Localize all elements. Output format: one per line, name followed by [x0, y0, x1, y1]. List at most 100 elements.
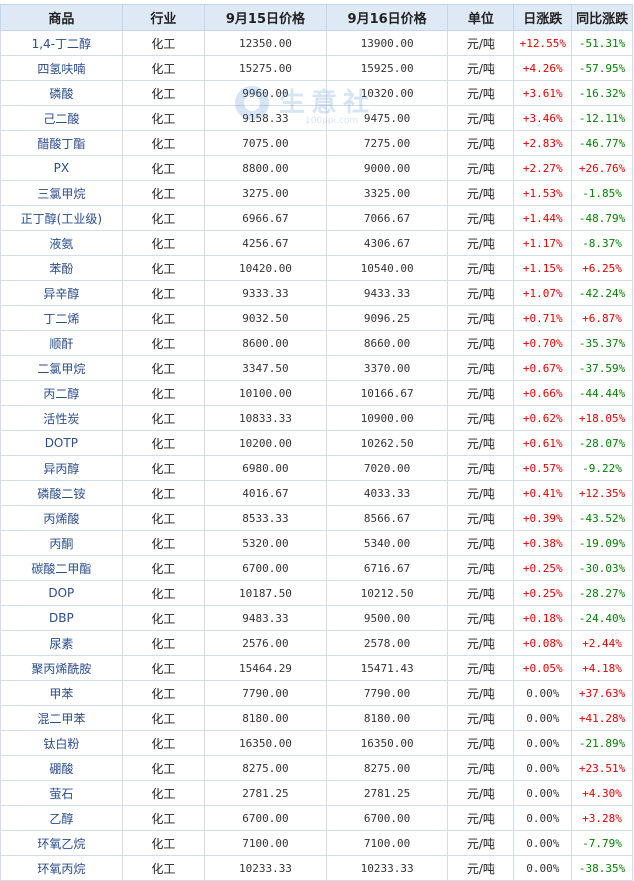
table-row: 钛白粉 化工 16350.00 16350.00 元/吨 0.00% -21.89%: [0, 730, 633, 756]
cell-product-name[interactable]: 丁二烯: [0, 305, 123, 331]
header-industry: 行业: [121, 4, 206, 31]
table-row: 磷酸二铵 化工 4016.67 4033.33 元/吨 +0.41% +12.35%: [0, 480, 633, 506]
cell-product-name[interactable]: 醋酸丁酯: [0, 130, 123, 156]
cell-price-sep15: 8533.33: [204, 505, 327, 531]
cell-product-name[interactable]: 异丙醇: [0, 455, 123, 481]
cell-product-name[interactable]: 环氧丙烷: [0, 855, 123, 881]
cell-price-sep15: 10100.00: [204, 380, 327, 406]
cell-price-sep16: 10233.33: [325, 855, 449, 881]
cell-unit: 元/吨: [447, 380, 515, 406]
cell-price-sep16: 10320.00: [325, 80, 449, 106]
cell-product-name[interactable]: 钛白粉: [0, 730, 123, 756]
cell-price-sep15: 7075.00: [204, 130, 327, 156]
cell-product-name[interactable]: 顺酐: [0, 330, 123, 356]
cell-price-sep15: 10233.33: [204, 855, 327, 881]
cell-daily-change: +0.61%: [513, 430, 573, 456]
cell-unit: 元/吨: [447, 230, 515, 256]
cell-price-sep16: 7790.00: [325, 680, 449, 706]
cell-product-name[interactable]: 苯酚: [0, 255, 123, 281]
cell-price-sep15: 9158.33: [204, 105, 327, 131]
table-row: 丙酮 化工 5320.00 5340.00 元/吨 +0.38% -19.09%: [0, 530, 633, 556]
cell-product-name[interactable]: 乙醇: [0, 805, 123, 831]
cell-price-sep15: 6700.00: [204, 555, 327, 581]
cell-product-name[interactable]: 正丁醇(工业级): [0, 205, 123, 231]
header-unit: 单位: [447, 4, 515, 31]
cell-price-sep15: 6700.00: [204, 805, 327, 831]
cell-product-name[interactable]: 甲苯: [0, 680, 123, 706]
cell-unit: 元/吨: [447, 755, 515, 781]
cell-daily-change: +0.41%: [513, 480, 573, 506]
cell-yoy-change: -9.22%: [571, 455, 633, 481]
cell-yoy-change: -19.09%: [571, 530, 633, 556]
cell-product-name[interactable]: 液氨: [0, 230, 123, 256]
table-row: 顺酐 化工 8600.00 8660.00 元/吨 +0.70% -35.37%: [0, 330, 633, 356]
cell-product-name[interactable]: 磷酸: [0, 80, 123, 106]
cell-price-sep15: 9333.33: [204, 280, 327, 306]
cell-product-name[interactable]: 异辛醇: [0, 280, 123, 306]
cell-yoy-change: -12.11%: [571, 105, 633, 131]
cell-product-name[interactable]: 活性炭: [0, 405, 123, 431]
price-table: 商品 行业 9月15日价格 9月16日价格 单位 日涨跌 同比涨跌 1,4-丁二…: [0, 4, 633, 881]
table-row: 甲苯 化工 7790.00 7790.00 元/吨 0.00% +37.63%: [0, 680, 633, 706]
cell-product-name[interactable]: DBP: [0, 605, 123, 631]
cell-industry: 化工: [121, 730, 206, 756]
cell-price-sep15: 2781.25: [204, 780, 327, 806]
cell-product-name[interactable]: 尿素: [0, 630, 123, 656]
table-row: 乙醇 化工 6700.00 6700.00 元/吨 0.00% +3.28%: [0, 805, 633, 831]
cell-yoy-change: +41.28%: [571, 705, 633, 731]
cell-price-sep15: 3275.00: [204, 180, 327, 206]
cell-product-name[interactable]: DOP: [0, 580, 123, 606]
cell-price-sep15: 10833.33: [204, 405, 327, 431]
cell-unit: 元/吨: [447, 530, 515, 556]
cell-daily-change: +0.67%: [513, 355, 573, 381]
cell-product-name[interactable]: 己二酸: [0, 105, 123, 131]
cell-industry: 化工: [121, 480, 206, 506]
cell-yoy-change: -48.79%: [571, 205, 633, 231]
cell-yoy-change: -1.85%: [571, 180, 633, 206]
table-row: 二氯甲烷 化工 3347.50 3370.00 元/吨 +0.67% -37.59%: [0, 355, 633, 381]
table-row: DBP 化工 9483.33 9500.00 元/吨 +0.18% -24.40%: [0, 605, 633, 631]
table-row: 硼酸 化工 8275.00 8275.00 元/吨 0.00% +23.51%: [0, 755, 633, 781]
cell-price-sep16: 6716.67: [325, 555, 449, 581]
cell-industry: 化工: [121, 605, 206, 631]
cell-daily-change: 0.00%: [513, 830, 573, 856]
cell-yoy-change: +23.51%: [571, 755, 633, 781]
cell-product-name[interactable]: 丙二醇: [0, 380, 123, 406]
cell-product-name[interactable]: 三氯甲烷: [0, 180, 123, 206]
cell-product-name[interactable]: 磷酸二铵: [0, 480, 123, 506]
table-row: 1,4-丁二醇 化工 12350.00 13900.00 元/吨 +12.55% -51.3…: [0, 30, 633, 56]
cell-daily-change: +2.83%: [513, 130, 573, 156]
cell-product-name[interactable]: 四氢呋喃: [0, 55, 123, 81]
cell-daily-change: 0.00%: [513, 805, 573, 831]
header-price-sep16: 9月16日价格: [325, 4, 449, 31]
cell-product-name[interactable]: 环氧乙烷: [0, 830, 123, 856]
table-row: 环氧丙烷 化工 10233.33 10233.33 元/吨 0.00% -38.35%: [0, 855, 633, 881]
cell-product-name[interactable]: 1,4-丁二醇: [0, 30, 123, 56]
cell-industry: 化工: [121, 705, 206, 731]
header-yoy-change: 同比涨跌: [571, 4, 633, 31]
cell-daily-change: +0.25%: [513, 580, 573, 606]
cell-unit: 元/吨: [447, 505, 515, 531]
cell-product-name[interactable]: PX: [0, 155, 123, 181]
cell-product-name[interactable]: 聚丙烯酰胺: [0, 655, 123, 681]
cell-product-name[interactable]: 二氯甲烷: [0, 355, 123, 381]
cell-price-sep16: 3325.00: [325, 180, 449, 206]
cell-product-name[interactable]: 丙烯酸: [0, 505, 123, 531]
cell-product-name[interactable]: 萤石: [0, 780, 123, 806]
cell-product-name[interactable]: 丙酮: [0, 530, 123, 556]
cell-industry: 化工: [121, 380, 206, 406]
cell-yoy-change: -38.35%: [571, 855, 633, 881]
cell-product-name[interactable]: DOTP: [0, 430, 123, 456]
cell-product-name[interactable]: 碳酸二甲酯: [0, 555, 123, 581]
cell-yoy-change: +2.44%: [571, 630, 633, 656]
cell-price-sep16: 3370.00: [325, 355, 449, 381]
cell-price-sep16: 4306.67: [325, 230, 449, 256]
table-row: 四氢呋喃 化工 15275.00 15925.00 元/吨 +4.26% -57.95%: [0, 55, 633, 81]
cell-price-sep16: 9096.25: [325, 305, 449, 331]
cell-yoy-change: +37.63%: [571, 680, 633, 706]
cell-unit: 元/吨: [447, 430, 515, 456]
table-row: PX 化工 8800.00 9000.00 元/吨 +2.27% +26.76%: [0, 155, 633, 181]
cell-product-name[interactable]: 混二甲苯: [0, 705, 123, 731]
cell-product-name[interactable]: 硼酸: [0, 755, 123, 781]
cell-price-sep16: 10212.50: [325, 580, 449, 606]
